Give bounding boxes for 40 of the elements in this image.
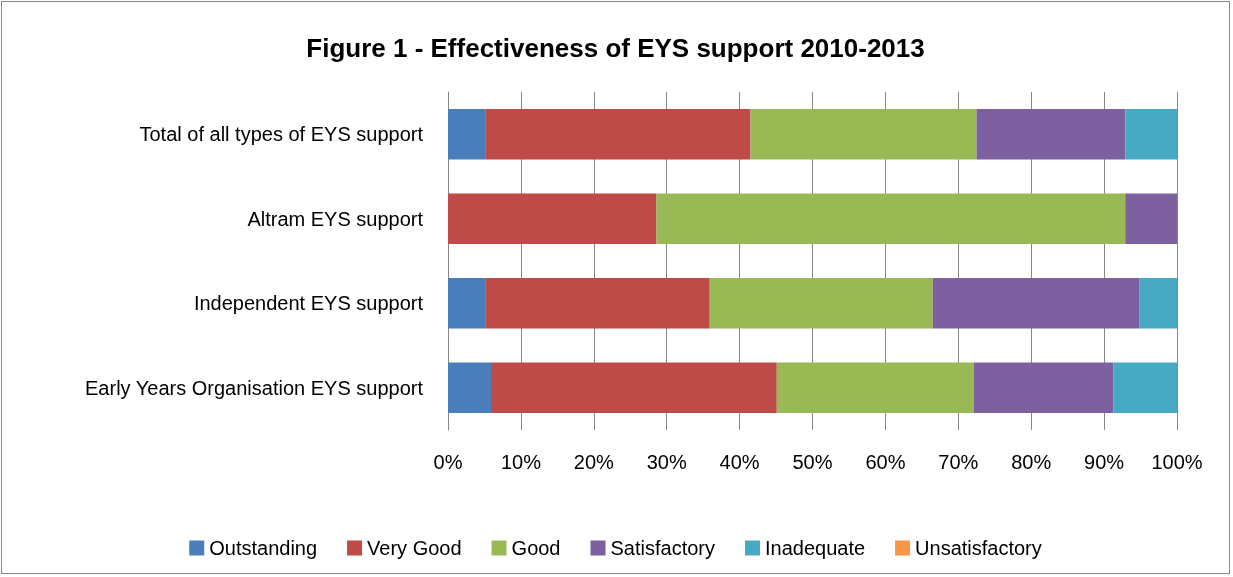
- bar: [485, 108, 751, 160]
- y-tick-label: Early Years Organisation EYS support: [85, 376, 424, 399]
- bar: [1113, 362, 1177, 414]
- x-tick-label: 0%: [433, 451, 463, 473]
- legend-label: Good: [511, 537, 561, 559]
- x-tick-label: 60%: [865, 451, 906, 473]
- bar: [776, 362, 974, 414]
- x-tick-label: 20%: [573, 451, 615, 473]
- bar: [448, 108, 486, 160]
- bar: [973, 362, 1114, 414]
- x-tick-label: 10%: [500, 451, 542, 473]
- legend-label: Outstanding: [209, 537, 318, 559]
- legend-label: Inadequate: [764, 537, 866, 559]
- bar: [709, 277, 933, 329]
- x-tick-label: 100%: [1151, 451, 1203, 473]
- bar: [448, 362, 492, 414]
- legend-label: Satisfactory: [610, 537, 715, 559]
- bar: [485, 277, 710, 329]
- y-tick-label: Total of all types of EYS support: [139, 123, 424, 146]
- x-tick-label: 90%: [1084, 451, 1125, 473]
- legend-label: Very Good: [367, 537, 462, 559]
- bar: [448, 277, 486, 329]
- bar: [932, 277, 1140, 329]
- legend-label: Unsatisfactory: [915, 537, 1042, 559]
- bar: [976, 108, 1126, 160]
- bar: [1125, 108, 1177, 160]
- y-tick-label: Altram EYS support: [247, 207, 424, 230]
- chart-title: Figure 1 - Effectiveness of EYS support 2010-2013: [306, 33, 925, 63]
- x-tick-label: 80%: [1011, 451, 1052, 473]
- bar: [750, 108, 977, 160]
- bar: [491, 362, 777, 414]
- bar: [656, 193, 1126, 245]
- y-tick-label: Independent EYS support: [193, 292, 424, 315]
- x-tick-label: 70%: [938, 451, 979, 473]
- bar: [448, 193, 657, 245]
- bar: [1139, 277, 1177, 329]
- x-tick-label: 30%: [646, 451, 687, 473]
- x-tick-label: 40%: [719, 451, 760, 473]
- x-tick-label: 50%: [792, 451, 833, 473]
- bar: [1125, 193, 1177, 245]
